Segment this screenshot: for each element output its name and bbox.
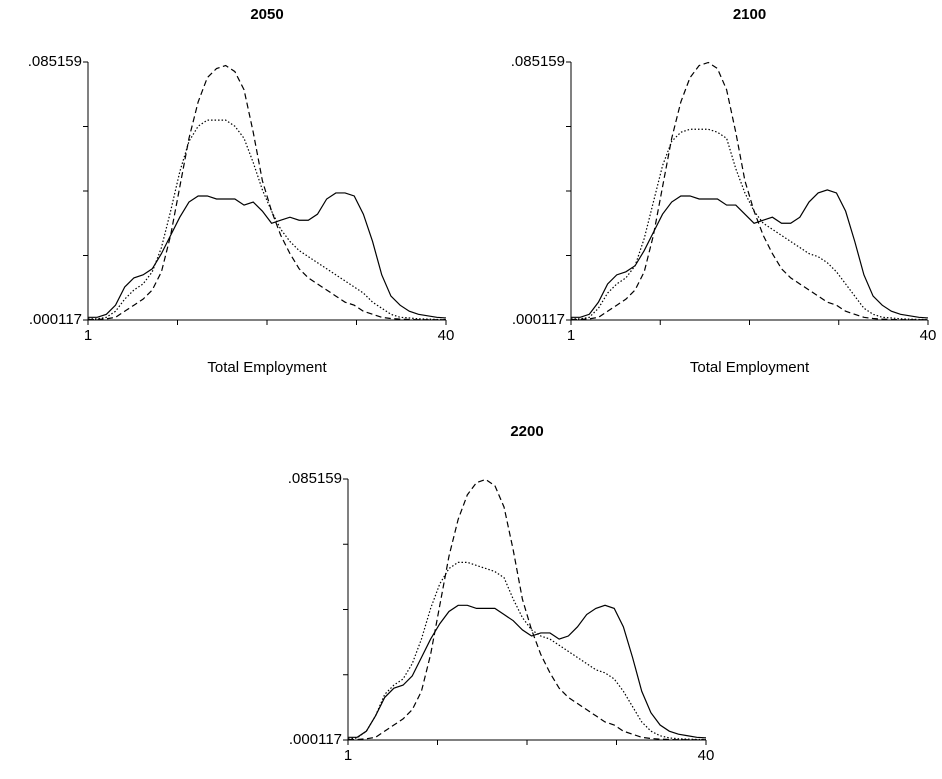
- x-axis-label: Total Employment: [207, 359, 327, 376]
- x-tick-label: 40: [920, 327, 937, 344]
- series-line: [571, 189, 929, 319]
- y-tick-label: .000117: [29, 311, 82, 328]
- series-line: [348, 604, 707, 739]
- x-tick-label: 1: [567, 327, 575, 344]
- y-tick-label: .000117: [512, 311, 565, 328]
- x-tick-label: 1: [344, 747, 352, 764]
- x-tick-label: 40: [698, 747, 715, 764]
- series-line: [347, 561, 706, 741]
- x-tick-label: 1: [84, 327, 92, 344]
- y-tick-label: .000117: [289, 731, 342, 748]
- series-line: [571, 61, 928, 321]
- series-line: [88, 192, 447, 319]
- y-tick-label: .085159: [511, 53, 565, 70]
- x-tick-label: 40: [438, 327, 455, 344]
- series-line: [348, 478, 706, 741]
- series-line: [88, 64, 446, 321]
- series-line: [571, 128, 928, 321]
- y-tick-label: .085159: [28, 53, 82, 70]
- subplot-title: 2050: [250, 6, 283, 23]
- subplot-title: 2200: [510, 423, 543, 440]
- series-line: [88, 119, 446, 321]
- x-axis-label: Total Employment: [690, 359, 810, 376]
- subplot-title: 2100: [733, 6, 766, 23]
- y-tick-label: .085159: [288, 470, 342, 487]
